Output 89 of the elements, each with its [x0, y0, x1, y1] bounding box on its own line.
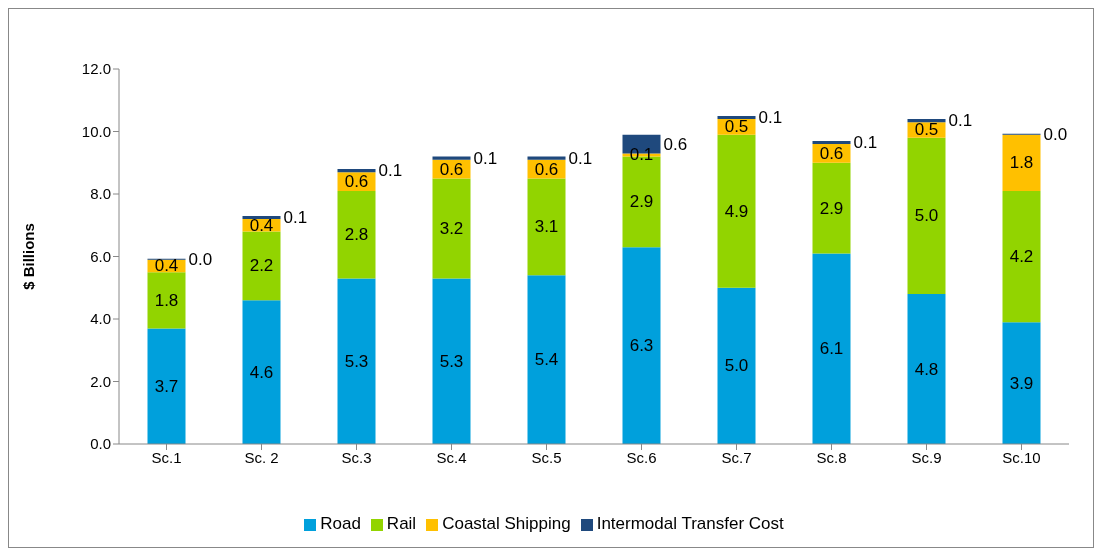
- bar: [527, 156, 566, 160]
- bar: [337, 278, 376, 444]
- data-label: 0.1: [853, 132, 878, 152]
- bar: [432, 178, 471, 279]
- data-label: 3.1: [534, 217, 559, 237]
- x-tick-label: Sc.9: [911, 448, 942, 466]
- bar: [717, 287, 756, 444]
- data-label: 0.6: [344, 172, 369, 191]
- data-label: 0.6: [439, 159, 464, 179]
- bar: [1002, 134, 1041, 191]
- bar: [1002, 190, 1041, 323]
- data-label: 5.4: [534, 350, 559, 370]
- bar: [147, 272, 186, 329]
- data-label: 0.1: [629, 145, 654, 165]
- x-tick-label: Sc.10: [1002, 448, 1041, 466]
- bar: [527, 275, 566, 444]
- bar: [907, 294, 946, 444]
- data-label: 0.1: [283, 207, 308, 227]
- data-label: 0.1: [568, 148, 593, 168]
- legend-label: Coastal Shipping: [442, 514, 571, 533]
- data-label: 3.7: [154, 376, 179, 396]
- data-label: 6.3: [629, 336, 654, 356]
- y-tick-label: 2.0: [90, 372, 111, 390]
- data-label: 4.2: [1009, 247, 1034, 266]
- bar: [907, 119, 946, 123]
- y-tick-label: 8.0: [90, 185, 111, 203]
- data-label: 0.4: [154, 256, 179, 276]
- data-label: 6.1: [819, 339, 844, 359]
- x-tick-label: Sc.6: [626, 448, 657, 466]
- data-label: 0.6: [534, 159, 559, 179]
- data-label: 1.8: [154, 290, 179, 310]
- data-label: 5.3: [439, 351, 464, 371]
- bar: [622, 247, 661, 444]
- x-tick-label: Sc.1: [151, 448, 182, 466]
- y-tick-label: 12.0: [81, 60, 111, 78]
- data-label: 5.0: [724, 356, 749, 376]
- bar: [812, 253, 851, 444]
- bar: [717, 134, 756, 288]
- data-label: 2.2: [249, 256, 274, 276]
- data-label: 0.4: [249, 215, 274, 235]
- y-tick-label: 0.0: [90, 435, 111, 453]
- data-label: 4.8: [914, 359, 939, 379]
- y-axis-title: $ Billions: [20, 223, 38, 290]
- data-label: 0.1: [473, 148, 498, 168]
- x-tick-label: Sc.8: [816, 448, 847, 466]
- data-label: 3.9: [1009, 373, 1034, 393]
- bar: [907, 137, 946, 294]
- x-tick-label: Sc.5: [531, 448, 562, 466]
- bar: [337, 190, 376, 279]
- bar: [242, 300, 281, 444]
- data-label: 0.5: [724, 117, 749, 137]
- data-label: 4.9: [724, 201, 749, 221]
- legend-label: Road: [320, 514, 361, 533]
- data-label: 0.1: [758, 107, 783, 127]
- data-label: 0.1: [378, 161, 403, 181]
- bar: [337, 169, 376, 173]
- bar: [147, 328, 186, 444]
- data-label: 3.2: [439, 218, 464, 238]
- bar: [527, 178, 566, 276]
- legend-label: Rail: [386, 514, 417, 533]
- data-label: 5.3: [344, 351, 369, 371]
- bar: [812, 162, 851, 254]
- x-tick-label: Sc. 2: [244, 448, 279, 466]
- data-label: 2.9: [629, 192, 654, 212]
- bar: [242, 231, 281, 301]
- y-tick-label: 10.0: [81, 122, 111, 140]
- bar: [432, 156, 471, 160]
- bar: [717, 115, 756, 119]
- bar: [812, 140, 851, 144]
- data-label: 5.0: [914, 206, 939, 226]
- x-tick-label: Sc.4: [436, 448, 467, 466]
- data-label: 0.0: [188, 249, 213, 269]
- y-tick-label: 6.0: [90, 247, 111, 265]
- data-label: 2.9: [819, 198, 844, 218]
- data-label: 0.5: [914, 120, 939, 140]
- legend-label: Intermodal Transfer Cost: [596, 514, 784, 533]
- x-tick-label: Sc.7: [721, 448, 752, 466]
- data-label: 0.0: [1043, 124, 1068, 144]
- data-label: 4.6: [249, 362, 274, 382]
- y-tick-label: 4.0: [90, 310, 111, 328]
- x-tick-label: Sc.3: [341, 448, 372, 466]
- data-label: 0.6: [819, 143, 844, 163]
- data-label: 0.1: [948, 111, 973, 131]
- data-label: 1.8: [1009, 153, 1034, 173]
- bar: [1002, 322, 1041, 444]
- data-label: 0.6: [663, 134, 688, 154]
- data-label: 2.8: [344, 225, 369, 245]
- bar: [432, 278, 471, 444]
- bar: [242, 215, 281, 219]
